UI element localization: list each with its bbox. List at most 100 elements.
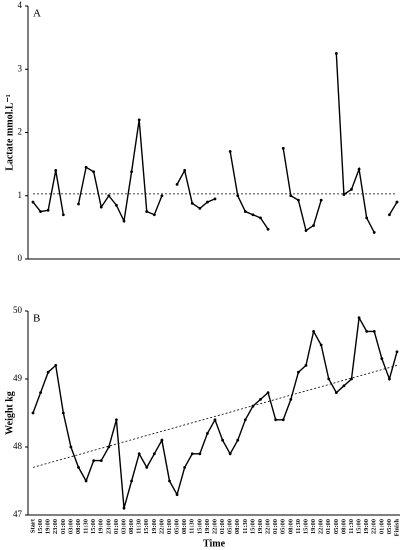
data-point	[99, 459, 103, 462]
data-point	[342, 384, 346, 388]
data-point	[130, 170, 133, 174]
x-tick-label: 22:00	[371, 519, 378, 534]
x-tick-label: 19:00	[363, 519, 370, 534]
data-point	[266, 391, 270, 394]
data-line	[282, 148, 322, 232]
panel-label: B	[33, 313, 40, 325]
data-point	[213, 197, 217, 201]
data-point	[206, 200, 209, 204]
x-tick-label: 08:00	[181, 519, 188, 534]
data-point	[84, 165, 88, 169]
x-tick-label: 15:00	[302, 519, 309, 534]
data-point	[236, 438, 240, 442]
x-tick-label: 15:00	[356, 519, 363, 534]
y-tick-label: 1	[18, 190, 23, 200]
data-point	[122, 219, 126, 223]
data-point	[297, 198, 300, 202]
data-point	[388, 377, 391, 381]
x-tick-label: 11:30	[136, 519, 143, 534]
data-point	[107, 445, 111, 449]
data-point	[31, 411, 35, 415]
data-point	[77, 202, 80, 206]
data-point	[266, 227, 270, 231]
y-tick-label: 4	[18, 0, 23, 10]
data-point	[152, 213, 156, 217]
y-axis-label: Weight kg	[4, 391, 15, 435]
x-tick-label: 15:00	[249, 519, 256, 534]
data-point	[175, 182, 179, 186]
data-point	[39, 210, 42, 213]
data-point	[289, 194, 293, 198]
x-tick-label: 05:00	[174, 519, 181, 534]
data-point	[152, 452, 156, 456]
x-tick-label: 22:00	[265, 519, 272, 534]
data-point	[388, 213, 391, 217]
data-line	[229, 151, 269, 230]
data-point	[221, 438, 224, 442]
data-point	[54, 169, 58, 172]
data-point	[372, 231, 376, 234]
x-tick-label: 11:30	[348, 519, 355, 534]
data-point	[243, 418, 247, 422]
panel-label: A	[33, 8, 41, 20]
y-tick-label: 49	[13, 373, 23, 383]
data-point	[39, 391, 42, 394]
y-tick-label: 2	[18, 127, 23, 137]
data-point	[243, 210, 247, 213]
data-point	[198, 452, 202, 456]
x-tick-label: 03:00	[120, 519, 127, 534]
data-point	[107, 194, 111, 198]
data-point	[372, 330, 376, 333]
data-point	[92, 170, 96, 174]
data-point	[251, 404, 255, 408]
data-point	[334, 52, 338, 55]
data-point	[99, 205, 103, 209]
data-point	[198, 207, 202, 210]
x-tick-label: 15:00	[196, 519, 203, 534]
x-tick-label: 01:00	[113, 519, 120, 534]
x-tick-label: 15:00	[143, 519, 150, 534]
data-point	[160, 438, 164, 442]
x-tick-label: 05:00	[333, 519, 340, 534]
data-line	[335, 53, 375, 233]
data-point	[183, 169, 187, 172]
data-point	[145, 210, 149, 213]
x-tick-label: 05:00	[386, 519, 393, 534]
x-tick-label: 08:00	[75, 519, 82, 534]
data-point	[228, 150, 232, 153]
data-point	[319, 198, 323, 202]
data-point	[334, 391, 338, 394]
data-point	[304, 364, 308, 367]
data-point	[259, 398, 262, 401]
x-tick-label: 01:00	[272, 519, 279, 534]
x-tick-label: 01:00	[378, 519, 385, 534]
x-tick-label: 15:00	[37, 519, 44, 534]
x-axis-label: Time	[203, 538, 226, 549]
data-point	[145, 466, 149, 469]
data-line	[388, 201, 398, 216]
data-point	[190, 452, 194, 456]
data-point	[236, 194, 240, 198]
data-point	[357, 167, 361, 171]
data-point	[61, 411, 65, 415]
data-point	[365, 330, 369, 333]
x-tick-label: 05:00	[280, 519, 287, 534]
data-point	[168, 479, 171, 483]
y-tick-label: 47	[13, 509, 23, 519]
data-point	[350, 377, 353, 381]
data-point	[312, 224, 315, 227]
trend-line	[32, 365, 398, 468]
data-point	[69, 445, 73, 449]
data-point	[206, 432, 209, 435]
x-tick-label: 11:30	[242, 519, 249, 534]
data-point	[115, 418, 118, 422]
data-point	[380, 357, 384, 360]
data-point	[54, 364, 58, 367]
y-tick-label: 48	[13, 441, 23, 451]
data-point	[395, 200, 399, 204]
x-tick-label: 23:00	[105, 519, 112, 534]
x-tick-label: 01:00	[325, 519, 332, 534]
data-point	[312, 330, 315, 333]
data-point	[46, 208, 50, 212]
